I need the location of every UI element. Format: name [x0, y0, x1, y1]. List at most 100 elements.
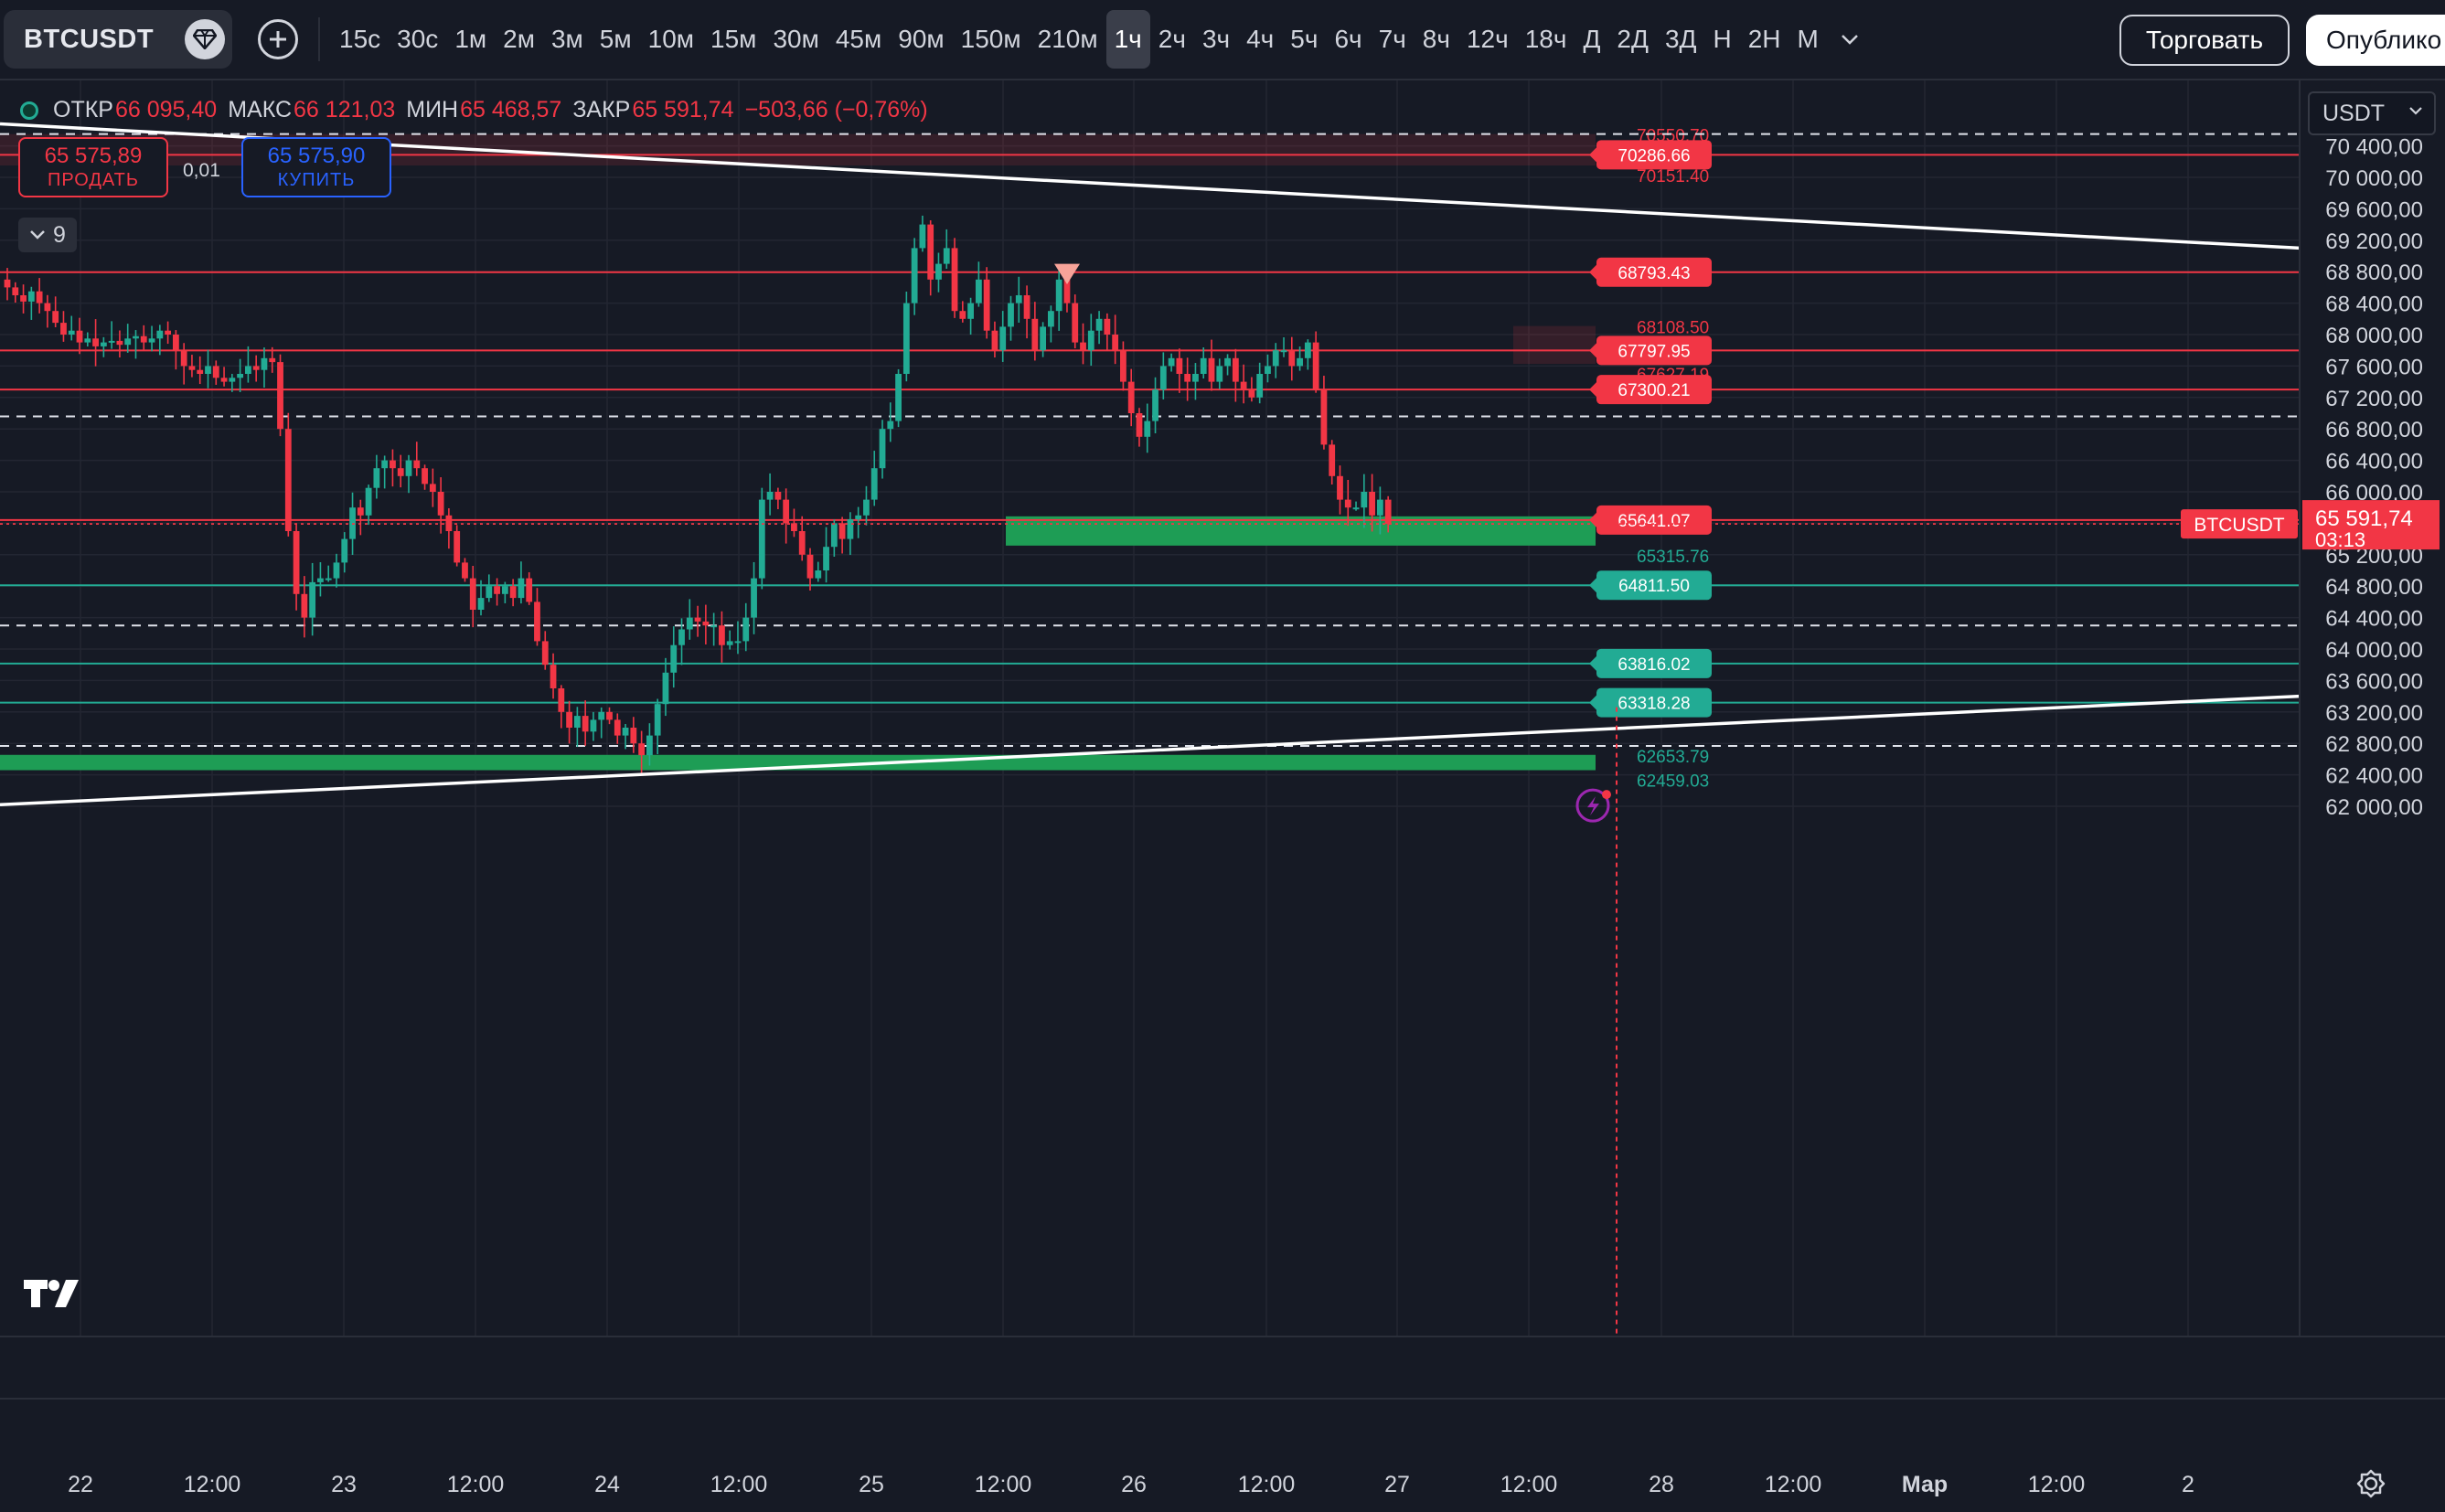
candle-body[interactable]	[1312, 342, 1319, 390]
candle-body[interactable]	[1168, 357, 1175, 367]
interval-24[interactable]: 2Д	[1617, 25, 1649, 53]
candle-body[interactable]	[806, 554, 814, 579]
candle-body[interactable]	[815, 570, 822, 579]
interval-21[interactable]: 12ч	[1466, 25, 1509, 53]
trendline-lower[interactable]	[0, 694, 2301, 807]
candle-body[interactable]	[429, 484, 436, 492]
chart-area[interactable]: 70550.7070151.4068108.5067627.1965688653…	[0, 80, 2445, 1512]
interval-4[interactable]: 3м	[550, 25, 583, 53]
candle-body[interactable]	[895, 374, 902, 421]
candle-body[interactable]	[1152, 389, 1158, 421]
candle-body[interactable]	[902, 303, 910, 374]
candle-body[interactable]	[390, 460, 396, 469]
candle-body[interactable]	[108, 340, 115, 343]
interval-23[interactable]: Д	[1583, 25, 1601, 53]
candle-body[interactable]	[197, 369, 204, 374]
candle-body[interactable]	[357, 507, 364, 516]
candle-body[interactable]	[999, 326, 1007, 351]
candle-body[interactable]	[469, 578, 476, 610]
candle-body[interactable]	[887, 421, 894, 430]
interval-5[interactable]: 5м	[599, 25, 632, 53]
candle-body[interactable]	[333, 562, 340, 579]
zone-supply[interactable]	[0, 133, 1596, 165]
candle-body[interactable]	[172, 335, 179, 351]
candle-body[interactable]	[341, 538, 348, 563]
zone-demand[interactable]	[1006, 516, 1596, 546]
candle-body[interactable]	[919, 224, 926, 249]
candle-body[interactable]	[309, 581, 316, 618]
candle-body[interactable]	[590, 719, 597, 732]
candle-body[interactable]	[1265, 366, 1271, 374]
candle-body[interactable]	[1031, 318, 1039, 351]
interval-2[interactable]: 1м	[454, 25, 487, 53]
candle-body[interactable]	[133, 335, 139, 339]
currency-select[interactable]: USDT	[2308, 91, 2436, 135]
candle-body[interactable]	[44, 303, 51, 312]
candle-body[interactable]	[52, 311, 59, 324]
candle-body[interactable]	[1256, 374, 1264, 398]
candle-body[interactable]	[27, 291, 35, 302]
candle-body[interactable]	[582, 716, 589, 732]
candle-body[interactable]	[1176, 357, 1183, 374]
interval-12[interactable]: 210м	[1037, 25, 1098, 53]
candle-body[interactable]	[630, 728, 637, 744]
candle-body[interactable]	[1008, 303, 1014, 327]
candle-body[interactable]	[534, 602, 540, 642]
candle-body[interactable]	[293, 531, 300, 594]
price-chart[interactable]: 70550.7070151.4068108.5067627.1965688653…	[0, 80, 2445, 1512]
candle-body[interactable]	[598, 711, 605, 720]
candle-body[interactable]	[245, 366, 251, 374]
candle-body[interactable]	[1224, 357, 1231, 367]
candle-body[interactable]	[823, 547, 829, 570]
candle-body[interactable]	[124, 338, 132, 346]
candle-body[interactable]	[12, 287, 19, 295]
interval-11[interactable]: 150м	[960, 25, 1021, 53]
candle-body[interactable]	[951, 248, 958, 312]
candle-body[interactable]	[838, 523, 846, 539]
candle-body[interactable]	[1055, 279, 1062, 312]
candle-body[interactable]	[654, 704, 661, 736]
sell-button[interactable]: 65 575,89 ПРОДАТЬ	[18, 137, 168, 197]
candle-body[interactable]	[573, 716, 581, 728]
zone-supply[interactable]	[1513, 325, 1596, 365]
price-level-tag[interactable]	[1596, 335, 1712, 366]
price-level-tag[interactable]	[1596, 257, 1712, 287]
candle-body[interactable]	[1040, 326, 1047, 351]
candle-body[interactable]	[509, 586, 517, 599]
candle-body[interactable]	[60, 323, 67, 335]
candle-body[interactable]	[959, 311, 966, 319]
interval-7[interactable]: 15м	[710, 25, 757, 53]
candle-body[interactable]	[783, 499, 790, 524]
candle-body[interactable]	[1015, 295, 1022, 303]
candle-body[interactable]	[742, 617, 750, 642]
candle-body[interactable]	[983, 279, 990, 331]
candle-body[interactable]	[863, 499, 870, 516]
candle-body[interactable]	[1063, 279, 1071, 303]
candle-body[interactable]	[165, 330, 171, 335]
interval-18[interactable]: 6ч	[1334, 25, 1362, 53]
zone-demand[interactable]	[0, 754, 1596, 771]
candle-body[interactable]	[791, 523, 797, 531]
candle-body[interactable]	[116, 340, 123, 346]
candle-body[interactable]	[847, 519, 854, 539]
price-axis[interactable]	[2300, 80, 2445, 1336]
candle-body[interactable]	[1208, 357, 1215, 382]
candle-body[interactable]	[1127, 381, 1135, 413]
candle-body[interactable]	[1369, 492, 1375, 516]
candle-body[interactable]	[758, 499, 765, 579]
candle-body[interactable]	[76, 330, 83, 343]
candle-body[interactable]	[798, 531, 806, 555]
candle-body[interactable]	[1297, 357, 1303, 367]
candle-body[interactable]	[975, 279, 982, 303]
candle-body[interactable]	[462, 562, 468, 579]
interval-9[interactable]: 45м	[835, 25, 882, 53]
candle-body[interactable]	[855, 515, 862, 520]
candle-body[interactable]	[252, 366, 260, 370]
candle-body[interactable]	[92, 338, 99, 346]
candle-body[interactable]	[541, 641, 549, 665]
candle-body[interactable]	[566, 711, 572, 728]
candle-body[interactable]	[220, 378, 228, 382]
candle-body[interactable]	[646, 735, 653, 756]
interval-28[interactable]: М	[1797, 25, 1819, 53]
candle-body[interactable]	[870, 468, 878, 500]
